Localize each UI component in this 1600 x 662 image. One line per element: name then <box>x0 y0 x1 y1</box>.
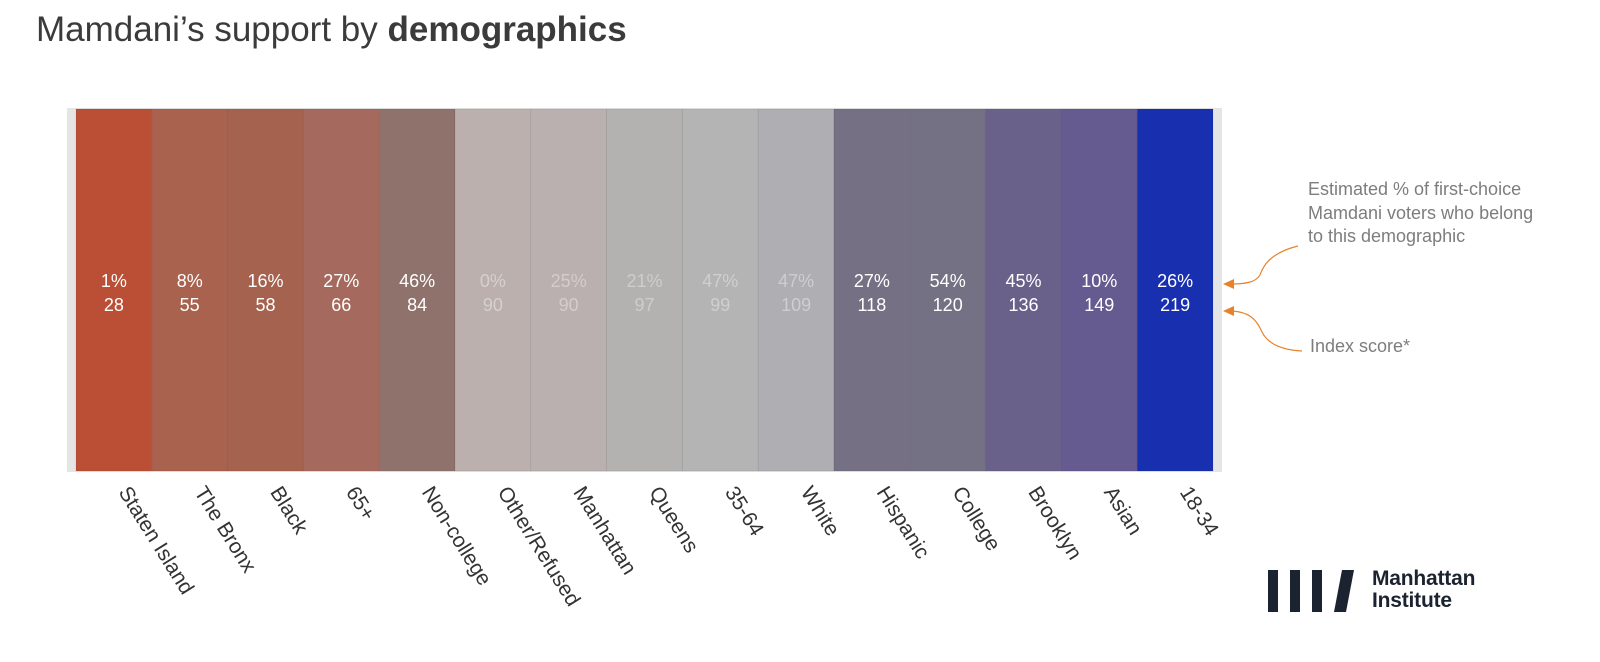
heatmap-cell-manhattan <box>530 108 607 472</box>
heatmap-cells: 1% 28 8% 55 16% 58 27% 66 46% 84 0% 90 25% 90 21% 97 47%… <box>75 108 1214 472</box>
annotation-arrows <box>1223 245 1303 352</box>
share-value-manhattan: 25% <box>551 271 587 291</box>
heatmap-cell-non-college <box>378 108 456 472</box>
share-value-staten-island: 1% <box>101 271 127 291</box>
index-value-35-64: 99 <box>710 295 730 315</box>
share-value-college: 54% <box>930 271 966 291</box>
page-title: Mamdani’s support by demographics <box>36 10 627 50</box>
index-annotation: Index score* <box>1310 336 1411 356</box>
share-value-asian: 10% <box>1081 271 1117 291</box>
index-value-queens: 97 <box>634 295 654 315</box>
category-label-18-34: 18-34 <box>1175 482 1223 540</box>
index-value-brooklyn: 136 <box>1008 295 1038 315</box>
category-label-35-64: 35-64 <box>720 482 768 540</box>
share-value-queens: 21% <box>626 271 662 291</box>
share-value-hispanic: 27% <box>854 271 890 291</box>
heatmap-cell-brooklyn <box>985 108 1062 472</box>
heatmap-cell-black <box>227 108 304 472</box>
category-label-the-bronx: The Bronx <box>190 482 261 577</box>
share-value-35-64: 47% <box>702 271 738 291</box>
index-value-65: 66 <box>331 295 351 315</box>
heatmap-cell-asian <box>1061 108 1138 472</box>
index-value-asian: 149 <box>1084 295 1114 315</box>
four-slash-bars-icon <box>1268 570 1354 612</box>
logo-wordmark: Manhattan Institute <box>1372 568 1475 612</box>
category-label-65: 65+ <box>341 482 379 524</box>
index-value-black: 58 <box>255 295 275 315</box>
title-prefix: Mamdani’s support by <box>36 10 388 49</box>
category-label-asian: Asian <box>1099 482 1146 539</box>
share-value-black: 16% <box>247 271 283 291</box>
logo-line-2: Institute <box>1372 589 1452 612</box>
share-value-white: 47% <box>778 271 814 291</box>
index-value-college: 120 <box>933 295 963 315</box>
title-bold: demographics <box>387 10 627 49</box>
index-value-manhattan: 90 <box>559 295 579 315</box>
category-label-other-refused: Other/Refused <box>493 482 585 610</box>
share-value-18-34: 26% <box>1157 271 1193 291</box>
heatmap-cell-18-34 <box>1136 108 1214 472</box>
manhattan-institute-logo: Manhattan Institute <box>1266 568 1506 616</box>
share-value-other-refused: 0% <box>480 271 506 291</box>
category-label-non-college: Non-college <box>417 482 496 589</box>
heatmap-cell-hispanic <box>833 108 911 472</box>
heatmap-cell-other-refused <box>454 108 532 472</box>
heatmap-cell-35-64 <box>682 108 759 472</box>
share-value-65: 27% <box>323 271 359 291</box>
heatmap-cell-white <box>757 108 835 472</box>
category-label-staten-island: Staten Island <box>114 482 198 598</box>
category-label-brooklyn: Brooklyn <box>1023 482 1086 563</box>
index-value-staten-island: 28 <box>104 295 124 315</box>
share-annotation: Estimated % of first-choice Mamdani vote… <box>1308 179 1534 246</box>
index-value-other-refused: 90 <box>483 295 503 315</box>
index-arrow-icon <box>1231 310 1303 352</box>
heatmap-cell-the-bronx <box>151 108 228 472</box>
category-label-college: College <box>948 482 1005 555</box>
category-label-hispanic: Hispanic <box>872 482 934 562</box>
share-value-non-college: 46% <box>399 271 435 291</box>
logo-line-1: Manhattan <box>1372 567 1476 590</box>
index-arrowhead-icon <box>1223 306 1234 316</box>
category-label-black: Black <box>265 482 312 538</box>
category-label-queens: Queens <box>644 482 702 557</box>
share-value-the-bronx: 8% <box>177 271 203 291</box>
index-value-white: 109 <box>781 295 811 315</box>
index-value-the-bronx: 55 <box>180 295 200 315</box>
index-value-hispanic: 118 <box>858 295 887 315</box>
share-arrow-icon <box>1231 245 1299 285</box>
category-label-white: White <box>796 482 844 540</box>
category-label-manhattan: Manhattan <box>569 482 641 578</box>
heatmap-cell-65 <box>303 108 380 472</box>
share-arrowhead-icon <box>1223 279 1234 289</box>
index-value-non-college: 84 <box>407 295 427 315</box>
heatmap-cell-queens <box>606 108 683 472</box>
index-value-18-34: 219 <box>1160 295 1190 315</box>
share-value-brooklyn: 45% <box>1005 271 1041 291</box>
